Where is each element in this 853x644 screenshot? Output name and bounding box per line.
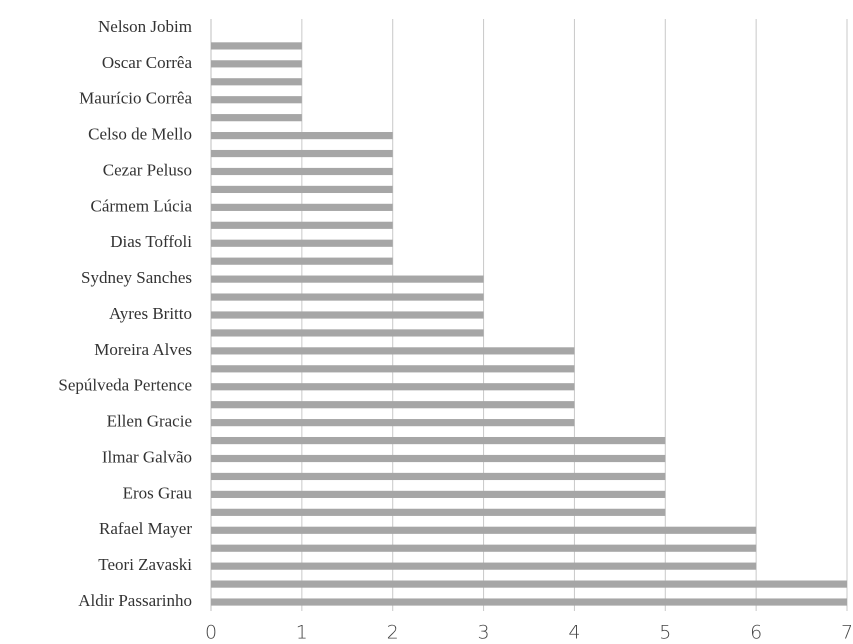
y-tick-label: Dias Toffoli — [110, 232, 192, 251]
bar — [211, 436, 666, 445]
bar — [211, 96, 302, 104]
y-tick-label: Ellen Gracie — [107, 412, 192, 431]
bar — [211, 293, 484, 301]
bar — [211, 78, 302, 86]
y-tick-label: Cezar Peluso — [103, 160, 192, 179]
bar — [211, 185, 393, 194]
bar — [211, 42, 302, 50]
bar — [211, 239, 393, 247]
x-tick-label: 7 — [841, 622, 853, 644]
y-tick-label: Eros Grau — [123, 483, 193, 502]
bar — [211, 60, 302, 68]
y-tick-label: Sepúlveda Pertence — [58, 376, 192, 395]
y-tick-label: Maurício Corrêa — [79, 89, 192, 108]
bar — [211, 149, 393, 158]
bar — [211, 544, 757, 552]
bar — [211, 472, 666, 481]
bar — [211, 221, 393, 229]
y-tick-label: Cármem Lúcia — [91, 196, 193, 215]
bar — [211, 114, 302, 122]
bar — [211, 562, 757, 570]
y-tick-label: Ayres Britto — [109, 304, 192, 323]
x-tick-label: 2 — [387, 622, 399, 644]
y-tick-label: Teori Zavaski — [98, 555, 192, 574]
y-tick-label: Sydney Sanches — [81, 268, 192, 287]
bar — [211, 401, 575, 409]
x-tick-label: 0 — [205, 622, 217, 644]
bar — [211, 526, 757, 534]
x-tick-label: 5 — [659, 622, 671, 644]
bar — [211, 383, 575, 391]
bar — [211, 347, 575, 355]
bar — [211, 257, 393, 265]
x-tick-label: 3 — [478, 622, 490, 644]
y-tick-label: Oscar Corrêa — [102, 53, 193, 72]
bar — [211, 275, 484, 283]
y-tick-label: Rafael Mayer — [99, 519, 192, 538]
bar — [211, 132, 393, 140]
x-tick-label: 6 — [750, 622, 762, 644]
bar — [211, 598, 847, 606]
y-tick-label: Aldir Passarinho — [78, 591, 192, 610]
bar — [211, 419, 575, 427]
x-tick-label: 1 — [296, 622, 308, 644]
y-tick-label: Moreira Alves — [94, 340, 192, 359]
y-tick-label: Celso de Mello — [88, 125, 192, 144]
bar — [211, 203, 393, 211]
bar — [211, 329, 484, 337]
bar — [211, 167, 393, 176]
x-tick-label: 4 — [568, 622, 580, 644]
bar — [211, 311, 484, 319]
y-tick-label: Nelson Jobim — [98, 17, 192, 36]
bar — [211, 580, 847, 588]
bar — [211, 508, 666, 516]
y-tick-label: Ilmar Galvão — [102, 447, 192, 466]
bar — [211, 365, 575, 373]
bar — [211, 454, 666, 463]
bar — [211, 490, 666, 498]
